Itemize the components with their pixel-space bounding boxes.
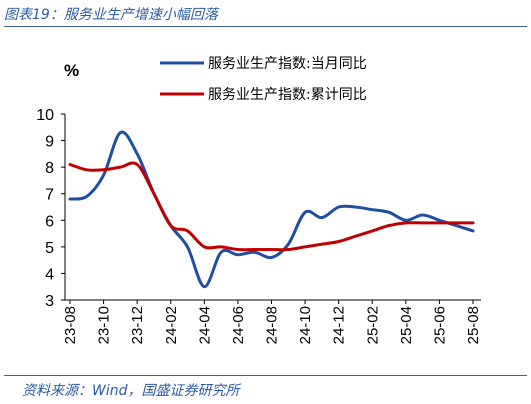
x-tick-label: 24-10 — [297, 306, 314, 344]
x-tick-label: 25-08 — [465, 306, 482, 344]
series-line-2 — [68, 161, 475, 252]
x-tick-label: 23-12 — [129, 306, 146, 344]
unit-label: % — [64, 61, 79, 80]
legend-label-1: 服务业生产指数:当月同比 — [208, 56, 367, 72]
y-tick-label: 9 — [45, 134, 54, 151]
legend-label-2: 服务业生产指数:累计同比 — [208, 87, 367, 103]
series-line-1 — [68, 130, 475, 289]
figure-title: 图表19：服务业生产增速小幅回落 — [4, 7, 218, 23]
y-tick-label: 6 — [45, 213, 54, 230]
y-tick-label: 4 — [45, 266, 54, 283]
x-tick-label: 25-06 — [431, 306, 448, 344]
y-tick-label: 5 — [45, 240, 54, 257]
source-note: 资料来源：Wind，国盛证券研究所 — [22, 383, 240, 399]
series-layer — [68, 130, 475, 289]
source-rule — [4, 375, 527, 376]
x-tick-label: 24-12 — [331, 306, 348, 344]
x-tick-label: 23-10 — [96, 306, 113, 344]
line-chart: 3 4 5 6 7 8 9 10% 23-08 23-10 23-12 24-02 24-04 24-06… — [36, 56, 482, 344]
x-tick-label: 23-08 — [62, 306, 79, 344]
chart-axes: 3 4 5 6 7 8 9 10% 23-08 23-10 23-12 24-02 24-04 24-06… — [36, 61, 482, 344]
y-tick-label: 3 — [45, 293, 54, 310]
y-tick-label: 10 — [36, 107, 54, 124]
x-tick-label: 24-02 — [163, 306, 180, 344]
title-rule — [4, 26, 527, 27]
y-tick-label: 8 — [45, 160, 54, 177]
x-tick-label: 24-08 — [264, 306, 281, 344]
x-tick-label: 24-04 — [196, 306, 213, 344]
x-tick-label: 25-04 — [398, 306, 415, 344]
x-tick-label: 25-02 — [364, 306, 381, 344]
y-tick-label: 7 — [45, 187, 54, 204]
x-tick-label: 24-06 — [230, 306, 247, 344]
